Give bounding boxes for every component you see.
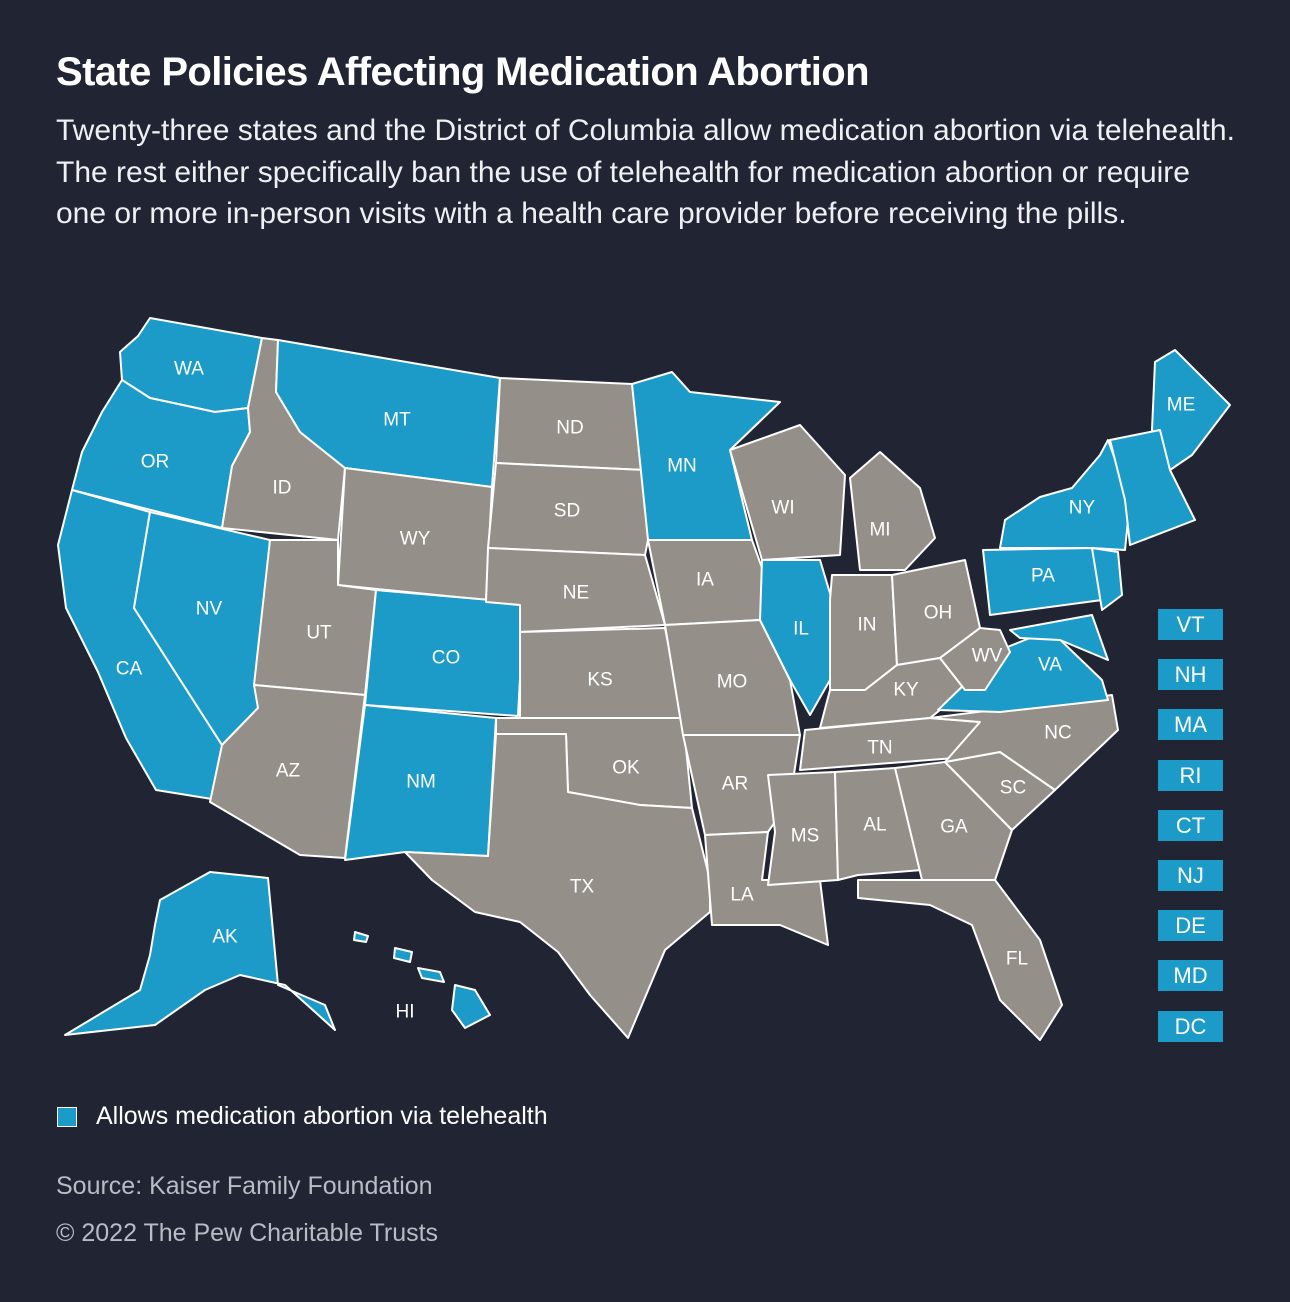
state-label-il: IL — [793, 619, 809, 640]
state-shape-mo — [664, 619, 801, 736]
state-label-ok: OK — [612, 758, 640, 779]
state-shape-ms — [767, 771, 839, 886]
state-label-co: CO — [432, 648, 461, 669]
state-shape-nj — [1091, 547, 1123, 611]
state-label-nc: NC — [1044, 723, 1071, 744]
state-shape-fl — [857, 879, 1063, 1041]
state-label-wa: WA — [174, 359, 204, 380]
small-state-box-vt: VT — [1158, 609, 1223, 640]
state-shape-me — [1151, 349, 1231, 471]
state-label-az: AZ — [276, 761, 301, 782]
map-title: State Policies Affecting Medication Abor… — [56, 50, 870, 94]
small-state-boxes: VT NH MA RI CT NJ DE MD DC — [1158, 609, 1223, 1061]
state-label-nd: ND — [556, 418, 583, 439]
small-state-box-ma: MA — [1158, 709, 1223, 741]
state-label-mo: MO — [717, 672, 748, 693]
state-label-ne: NE — [563, 583, 589, 604]
source-note: Source: Kaiser Family Foundation — [56, 1172, 433, 1200]
small-state-box-de: DE — [1158, 910, 1223, 942]
small-state-box-dc: DC — [1158, 1010, 1223, 1042]
state-label-nm: NM — [406, 772, 436, 793]
state-shape-hi — [353, 931, 491, 1029]
state-shape-ak — [64, 871, 336, 1036]
state-label-ks: KS — [587, 670, 612, 691]
state-shape-az — [209, 684, 366, 859]
state-shape-md — [1009, 614, 1109, 661]
state-label-ar: AR — [722, 774, 748, 795]
state-shape-ny — [999, 439, 1131, 551]
small-state-box-md: MD — [1158, 960, 1223, 992]
state-label-la: LA — [730, 885, 754, 906]
state-label-sd: SD — [554, 501, 580, 522]
copyright-note: © 2022 The Pew Charitable Trusts — [56, 1219, 439, 1247]
state-label-mt: MT — [383, 410, 411, 431]
state-shape-ne_sm — [1109, 429, 1196, 546]
small-state-box-nh: NH — [1158, 659, 1223, 691]
state-label-mn: MN — [667, 456, 697, 477]
state-shape-mi — [849, 451, 936, 571]
state-label-ky: KY — [893, 680, 919, 701]
state-shape-wv — [939, 627, 1011, 691]
state-label-nv: NV — [196, 599, 223, 620]
state-label-wy: WY — [400, 529, 431, 550]
state-label-ut: UT — [306, 623, 332, 644]
state-label-ca: CA — [116, 659, 143, 680]
state-label-ia: IA — [696, 570, 714, 591]
map-subtitle: Twenty-three states and the District of … — [56, 114, 1235, 230]
small-state-box-ct: CT — [1158, 809, 1223, 841]
state-label-sc: SC — [1000, 778, 1026, 799]
state-shape-nc — [929, 694, 1119, 791]
state-label-ga: GA — [940, 817, 968, 838]
legend-label: Allows medication abortion via telehealt… — [96, 1102, 548, 1130]
state-label-pa: PA — [1031, 566, 1055, 587]
state-label-hi: HI — [396, 1002, 415, 1023]
state-shape-co — [364, 589, 525, 717]
state-label-fl: FL — [1006, 949, 1028, 970]
state-label-me: ME — [1167, 395, 1196, 416]
legend: Allows medication abortion via telehealt… — [57, 1102, 548, 1131]
state-label-va: VA — [1038, 655, 1062, 676]
state-label-id: ID — [273, 478, 292, 499]
state-label-tx: TX — [570, 877, 595, 898]
state-label-oh: OH — [924, 603, 953, 624]
state-label-wi: WI — [771, 498, 794, 519]
state-label-or: OR — [141, 452, 170, 473]
state-label-tn: TN — [867, 738, 892, 759]
small-state-box-ri: RI — [1158, 759, 1223, 791]
state-label-ak: AK — [212, 927, 238, 948]
state-shape-wi — [729, 424, 846, 561]
state-label-wv: WV — [972, 646, 1003, 667]
state-shape-ga — [894, 761, 1013, 881]
state-shape-al — [834, 767, 923, 881]
state-label-ny: NY — [1069, 498, 1096, 519]
state-label-al: AL — [863, 815, 886, 836]
state-label-ms: MS — [791, 826, 820, 847]
state-shape-il — [759, 559, 833, 716]
state-shape-tx — [404, 733, 711, 1039]
small-state-box-nj: NJ — [1158, 859, 1223, 891]
state-shape-la — [704, 831, 829, 946]
state-label-mi: MI — [869, 520, 890, 541]
legend-swatch — [57, 1106, 77, 1127]
state-label-in: IN — [858, 615, 877, 636]
